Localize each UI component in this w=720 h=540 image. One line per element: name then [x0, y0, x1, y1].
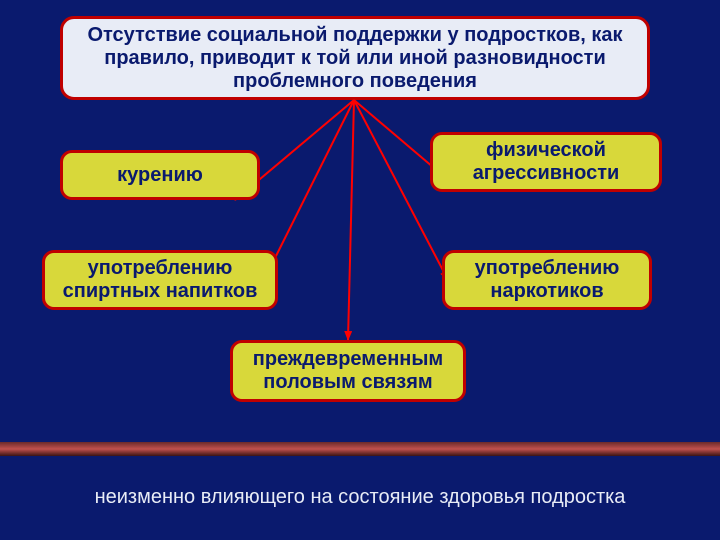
node-label-premature: преждевременным половым связям: [243, 348, 453, 394]
node-label-smoking: курению: [117, 164, 203, 187]
bottom-text-content: неизменно влияющего на состояние здоровь…: [95, 486, 626, 508]
bottom-text: неизменно влияющего на состояние здоровь…: [0, 486, 720, 509]
arrow-to-alcohol: [264, 100, 354, 280]
node-label-drugs: употреблению наркотиков: [455, 257, 639, 303]
slide-root: Отсутствие социальной поддержки у подрос…: [0, 0, 720, 540]
node-label-alcohol: употреблению спиртных напитков: [55, 257, 265, 303]
node-alcohol: употреблению спиртных напитков: [42, 250, 278, 310]
central-text: Отсутствие социальной поддержки у подрос…: [75, 24, 635, 93]
arrow-to-premature: [348, 100, 354, 340]
node-smoking: курению: [60, 150, 260, 200]
central-box: Отсутствие социальной поддержки у подрос…: [60, 16, 650, 100]
node-drugs: употреблению наркотиков: [442, 250, 652, 310]
arrow-to-drugs: [354, 100, 448, 280]
node-premature: преждевременным половым связям: [230, 340, 466, 402]
node-physical-aggression: физической агрессивности: [430, 132, 662, 192]
node-label-physical-aggression: физической агрессивности: [443, 139, 649, 185]
divider-bar: [0, 442, 720, 456]
